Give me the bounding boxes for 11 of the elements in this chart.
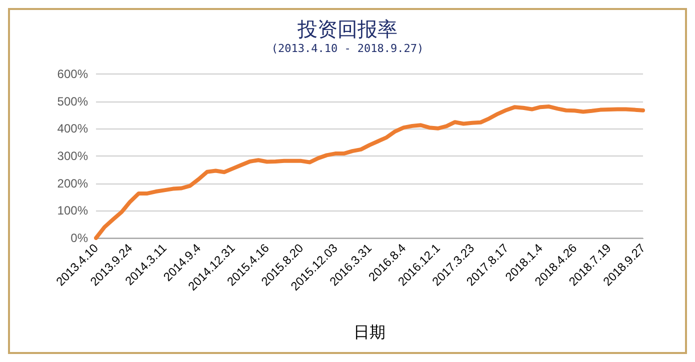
- chart-subtitle: (2013.4.10 - 2018.9.27): [271, 42, 424, 55]
- line-series: [94, 104, 645, 240]
- y-tick-label: 300%: [57, 149, 88, 163]
- y-tick-label: 200%: [57, 176, 88, 190]
- chart-title: 投资回报率: [296, 17, 398, 41]
- y-tick-label: 0%: [70, 231, 88, 245]
- x-axis-title: 日期: [354, 322, 386, 342]
- y-tick-label: 400%: [57, 122, 88, 136]
- y-tick-label: 600%: [57, 67, 88, 81]
- y-tick-label: 100%: [57, 204, 88, 218]
- y-tick-label: 500%: [57, 94, 88, 108]
